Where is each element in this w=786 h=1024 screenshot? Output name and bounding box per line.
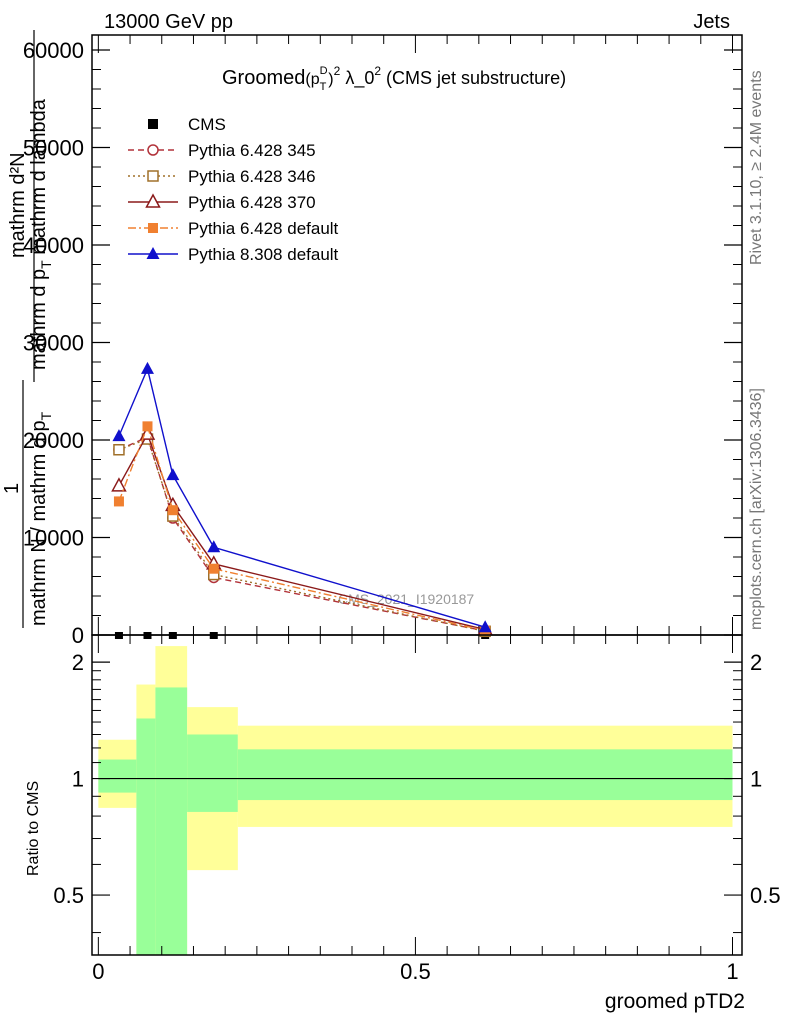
main-y-tick-label: 10000 bbox=[23, 526, 84, 551]
legend-marker bbox=[148, 223, 158, 233]
rivet-version-label: Rivet 3.1.10, ≥ 2.4M events bbox=[748, 70, 765, 265]
main-plot-title: Groomed(pD T)2 λ_02 (CMS jet substructure… bbox=[222, 64, 566, 93]
main-y-tick-label: 60000 bbox=[23, 38, 84, 63]
series-point bbox=[113, 444, 125, 456]
series-point bbox=[166, 468, 180, 481]
legend-entry: CMS bbox=[148, 115, 226, 134]
ratio-band-inner bbox=[155, 687, 188, 955]
main-plot-series bbox=[111, 361, 493, 639]
mcplots-label: mcplots.cern.ch [arXiv:1306.3436] bbox=[748, 388, 765, 630]
legend-label: Pythia 6.428 345 bbox=[188, 141, 316, 160]
legend: CMS Pythia 6.428 345 Pythia 6.428 346 Pythi… bbox=[128, 115, 339, 264]
ratio-plot-ticks: 0.5 0.5 1 1 2 2 0 0.5 1 bbox=[53, 635, 781, 984]
analysis-watermark: CMS_2021_I1920187 bbox=[338, 591, 474, 607]
ratio-y-tick-label-right: 2 bbox=[750, 650, 762, 675]
ratio-y-tick-label-right: 1 bbox=[750, 767, 762, 792]
main-plot-ticks: 0 10000 20000 30000 40000 50000 60000 bbox=[23, 35, 742, 648]
series-point bbox=[207, 540, 221, 553]
ratio-y-tick-label-right: 0.5 bbox=[750, 883, 781, 908]
process-label: Jets bbox=[693, 11, 730, 33]
legend-marker bbox=[146, 247, 160, 259]
legend-label: CMS bbox=[188, 115, 226, 134]
ratio-band-inner bbox=[136, 718, 156, 955]
legend-label: Pythia 6.428 370 bbox=[188, 193, 316, 212]
series-point bbox=[167, 505, 178, 516]
series-point bbox=[111, 477, 127, 492]
x-tick-label: 0.5 bbox=[400, 959, 431, 984]
ratio-band-inner bbox=[187, 734, 238, 812]
main-y-tick-label: 30000 bbox=[23, 331, 84, 356]
series-point bbox=[112, 429, 126, 442]
series-point bbox=[142, 421, 153, 432]
series-point bbox=[208, 563, 219, 574]
ratio-band-inner bbox=[237, 749, 733, 801]
legend-entry: Pythia 6.428 default bbox=[128, 219, 339, 238]
main-y-tick-label: 20000 bbox=[23, 428, 84, 453]
ratio-y-tick-label: 1 bbox=[72, 767, 84, 792]
ylabel-one: 1 bbox=[1, 483, 23, 494]
series-point bbox=[113, 496, 124, 507]
main-y-tick-label: 50000 bbox=[23, 136, 84, 161]
legend-entry: Pythia 6.428 345 bbox=[128, 141, 316, 160]
legend-entry: Pythia 6.428 346 bbox=[128, 167, 316, 186]
legend-entry: Pythia 6.428 370 bbox=[128, 193, 316, 212]
legend-label: Pythia 6.428 346 bbox=[188, 167, 316, 186]
energy-label: 13000 GeV pp bbox=[104, 11, 233, 33]
series-point bbox=[140, 361, 154, 374]
x-axis-label: groomed pTD2 bbox=[605, 990, 745, 1013]
ylabel-numerator-dN: mathrm d²N bbox=[7, 152, 29, 258]
legend-marker bbox=[145, 193, 161, 208]
main-y-tick-label: 40000 bbox=[23, 233, 84, 258]
ratio-band-inner bbox=[98, 759, 137, 793]
ratio-y-tick-label: 0.5 bbox=[53, 883, 84, 908]
x-tick-label: 1 bbox=[726, 959, 738, 984]
ratio-y-axis-label: Ratio to CMS bbox=[25, 781, 42, 876]
ratio-plot-frame bbox=[91, 634, 743, 956]
legend-marker bbox=[148, 119, 158, 129]
series-line bbox=[118, 436, 486, 632]
ylabel-normalisation: mathrm N / mathrm d pT bbox=[28, 411, 54, 626]
x-tick-label: 0 bbox=[92, 959, 104, 984]
ratio-bands bbox=[98, 646, 733, 955]
main-y-axis-label: mathrm d²N mathrm d pT mathrm d lambda 1… bbox=[1, 30, 54, 628]
series-line bbox=[118, 366, 486, 628]
series-point bbox=[478, 620, 492, 633]
ratio-y-tick-label: 2 bbox=[72, 650, 84, 675]
legend-label: Pythia 6.428 default bbox=[188, 219, 339, 238]
legend-marker bbox=[147, 170, 159, 182]
legend-label: Pythia 8.308 default bbox=[188, 245, 339, 264]
main-y-tick-label: 0 bbox=[72, 623, 84, 648]
legend-entry: Pythia 8.308 default bbox=[128, 245, 339, 264]
legend-marker bbox=[147, 144, 159, 156]
